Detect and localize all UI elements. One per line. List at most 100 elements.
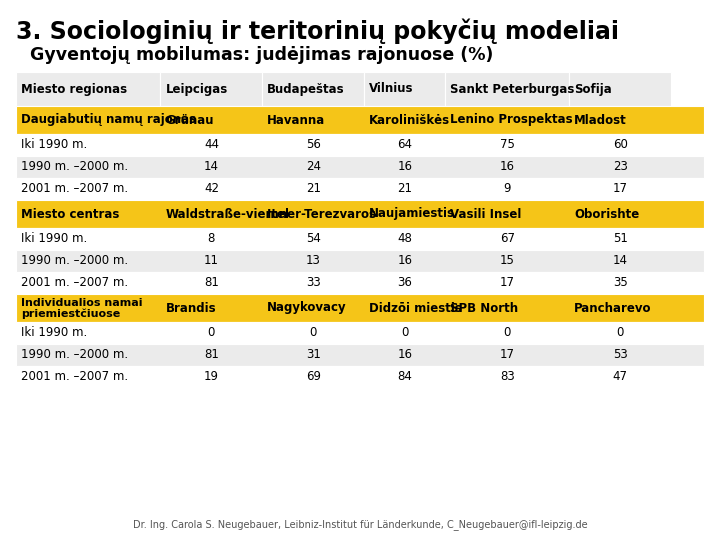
Text: 54: 54	[306, 233, 320, 246]
Text: 75: 75	[500, 138, 515, 152]
Text: 60: 60	[613, 138, 628, 152]
Bar	[16, 322, 704, 344]
Text: 0: 0	[207, 327, 215, 340]
Text: Gyventojų mobilumas: judėjimas rajonuose (%): Gyventojų mobilumas: judėjimas rajonuose…	[30, 46, 493, 64]
Text: Leipcigas: Leipcigas	[166, 83, 228, 96]
Bar	[16, 156, 704, 178]
Text: 15: 15	[500, 254, 515, 267]
Bar	[16, 344, 704, 366]
Text: 21: 21	[306, 183, 320, 195]
Text: 69: 69	[306, 370, 320, 383]
Bar	[16, 228, 704, 250]
Text: 2001 m. –2007 m.: 2001 m. –2007 m.	[21, 370, 128, 383]
Bar	[445, 72, 569, 106]
Text: Vilnius: Vilnius	[369, 83, 413, 96]
Bar	[16, 134, 704, 156]
Bar	[16, 294, 704, 322]
Text: 42: 42	[204, 183, 219, 195]
Bar	[569, 72, 671, 106]
Text: 83: 83	[500, 370, 515, 383]
Text: 19: 19	[204, 370, 219, 383]
Text: Mladost: Mladost	[574, 113, 627, 126]
Text: 9: 9	[503, 183, 511, 195]
Text: Inner-Terezvaros: Inner-Terezvaros	[267, 207, 377, 220]
Text: Didzōi miestis: Didzōi miestis	[369, 301, 462, 314]
Text: 1990 m. –2000 m.: 1990 m. –2000 m.	[21, 160, 128, 173]
Bar	[16, 250, 704, 272]
Text: 48: 48	[397, 233, 412, 246]
Bar	[16, 72, 161, 106]
Text: 21: 21	[397, 183, 413, 195]
Text: 31: 31	[306, 348, 320, 361]
Text: 3. Sociologinių ir teritorinių pokyčių modeliai: 3. Sociologinių ir teritorinių pokyčių m…	[16, 18, 619, 44]
Text: 17: 17	[500, 276, 515, 289]
Text: 53: 53	[613, 348, 627, 361]
Text: 81: 81	[204, 276, 219, 289]
Text: 24: 24	[306, 160, 320, 173]
Text: 23: 23	[613, 160, 628, 173]
Text: 2001 m. –2007 m.: 2001 m. –2007 m.	[21, 276, 128, 289]
Text: priemiestčiuose: priemiestčiuose	[21, 309, 120, 319]
Text: 64: 64	[397, 138, 413, 152]
Text: 47: 47	[613, 370, 628, 383]
Bar	[262, 72, 364, 106]
Text: 0: 0	[616, 327, 624, 340]
Text: 16: 16	[397, 348, 413, 361]
Bar	[364, 72, 445, 106]
Text: Vasili Insel: Vasili Insel	[450, 207, 522, 220]
Text: Karoliniškės: Karoliniškės	[369, 113, 450, 126]
Bar	[16, 200, 704, 228]
Text: 16: 16	[397, 254, 413, 267]
Text: 16: 16	[397, 160, 413, 173]
Text: 2001 m. –2007 m.: 2001 m. –2007 m.	[21, 183, 128, 195]
Bar	[16, 366, 704, 388]
Text: 11: 11	[204, 254, 219, 267]
Text: Miesto regionas: Miesto regionas	[21, 83, 127, 96]
Text: Naujamiestis: Naujamiestis	[369, 207, 455, 220]
Text: 36: 36	[397, 276, 412, 289]
Text: 44: 44	[204, 138, 219, 152]
Text: 13: 13	[306, 254, 320, 267]
Text: 51: 51	[613, 233, 628, 246]
Text: 35: 35	[613, 276, 627, 289]
Text: 84: 84	[397, 370, 412, 383]
Text: 16: 16	[500, 160, 515, 173]
Bar	[16, 178, 704, 200]
Text: Grünau: Grünau	[166, 113, 214, 126]
Text: Iki 1990 m.: Iki 1990 m.	[21, 327, 87, 340]
Text: Dr. Ing. Carola S. Neugebauer, Leibniz-Institut für Länderkunde, C_Neugebauer@if: Dr. Ing. Carola S. Neugebauer, Leibniz-I…	[132, 519, 588, 530]
Text: 14: 14	[613, 254, 628, 267]
Text: Sofija: Sofija	[574, 83, 612, 96]
Text: 1990 m. –2000 m.: 1990 m. –2000 m.	[21, 254, 128, 267]
Text: Brandis: Brandis	[166, 301, 216, 314]
Text: 0: 0	[503, 327, 511, 340]
Bar	[16, 106, 704, 134]
Bar	[16, 272, 704, 294]
Text: 17: 17	[613, 183, 628, 195]
Text: 1990 m. –2000 m.: 1990 m. –2000 m.	[21, 348, 128, 361]
Text: Budapeštas: Budapeštas	[267, 83, 345, 96]
Text: 81: 81	[204, 348, 219, 361]
Text: 67: 67	[500, 233, 515, 246]
Text: Individualios namai: Individualios namai	[21, 298, 143, 308]
Bar	[161, 72, 262, 106]
Text: 14: 14	[204, 160, 219, 173]
Text: 17: 17	[500, 348, 515, 361]
Text: Miesto centras: Miesto centras	[21, 207, 120, 220]
Text: 8: 8	[207, 233, 215, 246]
Text: Iki 1990 m.: Iki 1990 m.	[21, 138, 87, 152]
Text: Lenino Prospektas: Lenino Prospektas	[450, 113, 573, 126]
Text: 33: 33	[306, 276, 320, 289]
Text: SPB North: SPB North	[450, 301, 518, 314]
Text: Havanna: Havanna	[267, 113, 325, 126]
Text: Iki 1990 m.: Iki 1990 m.	[21, 233, 87, 246]
Text: 0: 0	[401, 327, 408, 340]
Text: Daugiabutių namų rajonas: Daugiabutių namų rajonas	[21, 113, 196, 126]
Text: Pancharevo: Pancharevo	[574, 301, 652, 314]
Text: Oborishte: Oborishte	[574, 207, 639, 220]
Text: Waldstraße-viertel: Waldstraße-viertel	[166, 207, 289, 220]
Text: Sankt Peterburgas: Sankt Peterburgas	[450, 83, 575, 96]
Text: Nagykovacy: Nagykovacy	[267, 301, 347, 314]
Text: 56: 56	[306, 138, 320, 152]
Text: 0: 0	[310, 327, 317, 340]
